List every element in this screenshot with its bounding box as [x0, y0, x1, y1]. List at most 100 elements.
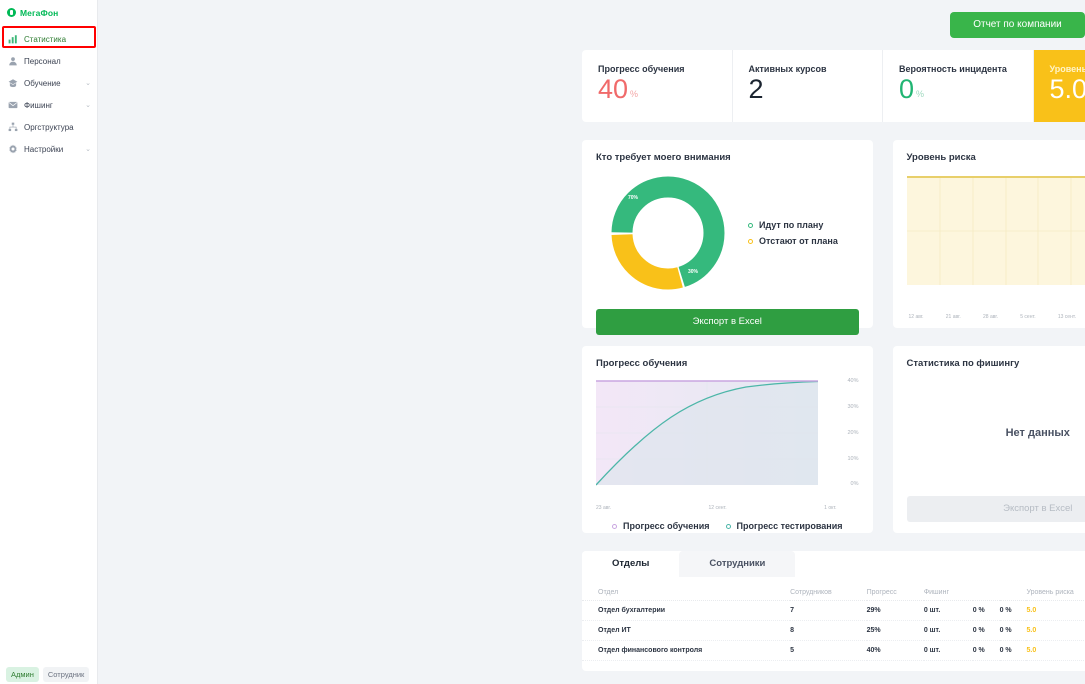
column-header-phishing-p1: [972, 585, 1000, 601]
stat-value: 0: [899, 74, 915, 104]
departments-table: Отдел Сотрудников Прогресс Фишинг Уровен…: [582, 585, 1085, 661]
export-excel-button[interactable]: Экспорт в Excel: [596, 309, 859, 335]
cell-department: Отдел ИТ: [582, 620, 791, 641]
sidebar-item-label: Оргструктура: [24, 122, 74, 132]
legend-item-on-plan: Идут по плану: [748, 220, 838, 230]
table-row[interactable]: Отдел бухгалтерии 7 29% 0 шт. 0 % 0 % 5.…: [582, 600, 1085, 621]
sidebar-item-label: Обучение: [24, 78, 61, 88]
legend-dot-icon: [612, 523, 617, 529]
risk-level-chart: 5 2 0: [906, 171, 1085, 311]
stat-cards: Прогресс обучения 40% Активных курсов 2 …: [582, 50, 1085, 122]
progress-chart-x-axis: 23 авг. 12 сент. 1 окт.: [596, 505, 859, 511]
sidebar-item-statistics[interactable]: Статистика: [0, 28, 97, 50]
donut-label-behind-plan: 30%: [688, 269, 699, 275]
table-row[interactable]: Отдел ИТ 8 25% 0 шт. 0 % 0 % 5.0 Нет дан…: [582, 620, 1085, 641]
card-title: Статистика по фишингу: [906, 358, 1020, 369]
dashboard-row-1: Кто требует моего внимания 70% 30%: [582, 140, 1085, 335]
brand-logo[interactable]: МегаФон: [0, 0, 97, 20]
stat-title: Уровень риска: [1049, 64, 1085, 74]
risk-level-card: Уровень риска: [892, 140, 1085, 328]
x-axis-tick: 5 сент.: [1020, 314, 1036, 320]
legend-dot-icon: [748, 238, 753, 244]
stat-card-risk-level: Уровень риска 5.0: [1033, 50, 1085, 122]
stat-card-active-courses: Активных курсов 2: [732, 50, 883, 122]
user-icon: [8, 56, 18, 66]
stat-unit: %: [630, 89, 639, 99]
sidebar-item-orgstructure[interactable]: Оргструктура: [0, 116, 97, 138]
sidebar-item-phishing[interactable]: Фишинг ⌄: [0, 94, 97, 116]
phishing-stats-card: Статистика по фишингу Нет данных Экспорт…: [892, 346, 1085, 533]
x-axis-tick: 12 авг.: [908, 314, 924, 320]
cell-phishing-count: 0 шт.: [923, 600, 973, 621]
cell-department: Отдел финансового контроля: [582, 640, 791, 661]
sidebar-item-training[interactable]: Обучение ⌄: [0, 72, 97, 94]
mail-icon: [8, 100, 18, 110]
role-tab-admin[interactable]: Админ: [6, 667, 39, 682]
legend-label: Прогресс обучения: [623, 521, 710, 531]
x-axis-tick: 1 окт.: [824, 505, 837, 511]
stat-value: 40: [598, 74, 629, 104]
column-header-progress: Прогресс: [866, 585, 924, 601]
chevron-down-icon: ⌄: [85, 101, 91, 109]
cell-risk-level: 5.0: [1026, 600, 1085, 621]
x-axis-tick: 13 сент.: [1057, 314, 1076, 320]
x-axis-tick: 21 авг.: [945, 314, 961, 320]
sidebar-item-settings[interactable]: Настройки ⌄: [0, 138, 97, 160]
table-tabs: Отделы Сотрудники: [582, 551, 1085, 577]
topbar: Отчет по компании: [98, 12, 1085, 38]
x-axis-tick: 23 авг.: [596, 505, 611, 511]
legend-item-training-progress: Прогресс обучения: [612, 521, 710, 531]
cell-department: Отдел бухгалтерии: [582, 600, 791, 621]
stat-title: Активных курсов: [748, 64, 827, 74]
y-axis-tick: 10%: [847, 456, 859, 462]
role-tab-employee[interactable]: Сотрудник: [42, 667, 90, 682]
sidebar-item-label: Персонал: [24, 56, 61, 66]
sidebar-item-label: Фишинг: [24, 100, 53, 110]
training-progress-card: Прогресс обучения: [582, 346, 873, 533]
card-title: Прогресс обучения: [596, 358, 688, 369]
cell-phishing-p1: 0 %: [972, 640, 1000, 661]
x-axis-tick: 12 сент.: [708, 505, 727, 511]
x-axis-tick: 28 авг.: [983, 314, 998, 320]
legend-dot-icon: [748, 222, 753, 228]
stat-unit: %: [916, 89, 925, 99]
column-header-risk-level: Уровень риска: [1026, 585, 1085, 601]
stat-title: Прогресс обучения: [598, 64, 685, 74]
card-title: Уровень риска: [906, 152, 976, 163]
progress-chart-legend: Прогресс обучения Прогресс тестирования: [596, 521, 859, 531]
cell-progress: 25%: [866, 620, 924, 641]
legend-item-testing-progress: Прогресс тестирования: [725, 521, 843, 531]
dashboard-row-2: Прогресс обучения: [582, 346, 1085, 533]
tab-departments[interactable]: Отделы: [582, 551, 680, 577]
role-switcher: Админ Сотрудник: [6, 667, 90, 682]
y-axis-tick: 20%: [847, 430, 859, 436]
company-report-button[interactable]: Отчет по компании: [950, 12, 1085, 38]
table-row[interactable]: Отдел финансового контроля 5 40% 0 шт. 0…: [582, 640, 1085, 661]
cell-employees: 7: [790, 600, 867, 621]
chevron-down-icon: ⌄: [85, 145, 91, 153]
legend-dot-icon: [725, 523, 731, 529]
stat-title: Вероятность инцидента: [899, 64, 1007, 74]
cell-phishing-p1: 0 %: [972, 620, 1000, 641]
stat-card-training-progress: Прогресс обучения 40%: [582, 50, 733, 122]
chevron-down-icon: ⌄: [85, 79, 91, 87]
cell-employees: 8: [790, 620, 867, 641]
sitemap-icon: [8, 122, 18, 132]
tab-employees[interactable]: Сотрудники: [679, 551, 796, 577]
export-excel-button-disabled[interactable]: Экспорт в Excel: [906, 496, 1085, 522]
cell-risk-level: 5.0: [1026, 620, 1085, 641]
cell-progress: 40%: [866, 640, 924, 661]
graduation-icon: [8, 78, 18, 88]
stat-card-incident-probability: Вероятность инцидента 0%: [883, 50, 1034, 122]
cell-phishing-p2: 0 %: [999, 620, 1027, 641]
sidebar-nav: Статистика Персонал Обучение ⌄ Фишин: [0, 28, 97, 160]
sidebar-item-personnel[interactable]: Персонал: [0, 50, 97, 72]
cell-employees: 5: [790, 640, 867, 661]
dashboard-grid: Прогресс обучения 40% Активных курсов 2 …: [98, 38, 1085, 671]
y-axis-tick: 0%: [850, 481, 859, 487]
training-progress-chart: 40% 30% 20% 10% 0%: [596, 375, 859, 503]
risk-chart-x-axis: 12 авг. 21 авг. 28 авг. 5 сент. 13 сент.…: [907, 314, 1085, 320]
departments-table-card: Отделы Сотрудники Отдел Сотрудников Прог…: [582, 551, 1085, 671]
cell-progress: 29%: [866, 600, 924, 621]
